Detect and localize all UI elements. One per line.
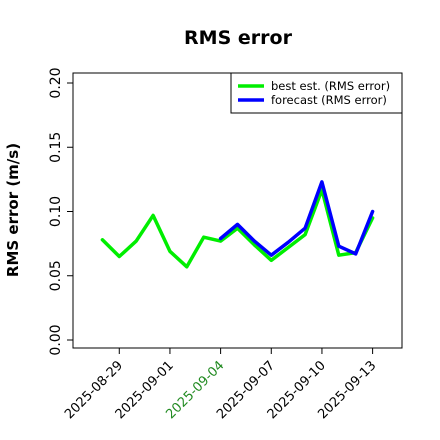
y-axis-label: RMS error (m/s) <box>4 143 22 277</box>
series-group <box>100 180 375 269</box>
series-line-best-estimate <box>100 187 375 269</box>
x-axis: 2025-08-292025-09-012025-09-042025-09-07… <box>62 348 379 422</box>
legend-label: forecast (RMS error) <box>271 93 387 107</box>
legend-label: best est. (RMS error) <box>271 79 390 93</box>
y-tick-label: 0.20 <box>48 67 64 98</box>
series-line-forecast <box>218 180 375 257</box>
y-tick-label: 0.00 <box>48 324 64 355</box>
y-tick-label: 0.05 <box>48 260 64 291</box>
chart-title: RMS error <box>184 27 293 49</box>
plot-frame <box>72 72 403 349</box>
legend: best est. (RMS error)forecast (RMS error… <box>230 72 403 114</box>
legend-box <box>230 72 403 114</box>
y-tick-label: 0.15 <box>48 132 64 163</box>
y-tick-label: 0.10 <box>48 196 64 227</box>
y-axis: 0.00 0.05 0.10 0.15 0.20 <box>48 67 73 356</box>
